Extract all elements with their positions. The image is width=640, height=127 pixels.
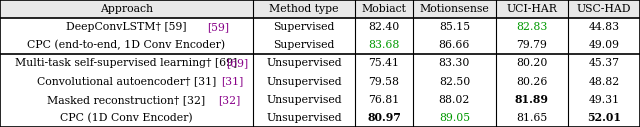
Text: 75.41: 75.41 [369,59,399,68]
Bar [0,0,640,18]
Text: 79.58: 79.58 [369,77,399,87]
Text: Unsupervised: Unsupervised [266,113,342,123]
Text: Supervised: Supervised [273,22,335,32]
Text: 82.40: 82.40 [369,22,399,32]
Text: 80.97: 80.97 [367,112,401,123]
Text: 52.01: 52.01 [587,112,621,123]
Text: Unsupervised: Unsupervised [266,95,342,105]
Text: 89.05: 89.05 [439,113,470,123]
Text: 76.81: 76.81 [369,95,399,105]
Text: 81.89: 81.89 [515,94,548,105]
Text: 48.82: 48.82 [588,77,620,87]
Text: CPC (1D Conv Encoder): CPC (1D Conv Encoder) [60,113,193,123]
Text: [59]: [59] [207,22,228,32]
Text: 85.15: 85.15 [439,22,470,32]
Text: Approach: Approach [100,4,153,14]
Text: [31]: [31] [221,77,244,87]
Text: 49.09: 49.09 [588,40,620,50]
Text: 44.83: 44.83 [588,22,620,32]
Text: 49.31: 49.31 [588,95,620,105]
Text: Method type: Method type [269,4,339,14]
Text: Motionsense: Motionsense [420,4,489,14]
Text: Masked reconstruction† [32]: Masked reconstruction† [32] [47,95,205,105]
Text: Mobiact: Mobiact [362,4,406,14]
Text: 88.02: 88.02 [438,95,470,105]
Text: 81.65: 81.65 [516,113,547,123]
Text: 82.50: 82.50 [439,77,470,87]
Text: 83.68: 83.68 [368,40,400,50]
Text: Supervised: Supervised [273,40,335,50]
Text: Unsupervised: Unsupervised [266,59,342,68]
Text: CPC (end-to-end, 1D Conv Encoder): CPC (end-to-end, 1D Conv Encoder) [28,40,225,51]
Text: DeepConvLSTM† [59]: DeepConvLSTM† [59] [66,22,187,32]
Text: 83.30: 83.30 [438,59,470,68]
Text: USC-HAD: USC-HAD [577,4,631,14]
Text: [32]: [32] [218,95,241,105]
Text: Multi-task self-supervised learning† [69]: Multi-task self-supervised learning† [69… [15,59,237,68]
Text: 79.79: 79.79 [516,40,547,50]
Text: Convolutional autoencoder† [31]: Convolutional autoencoder† [31] [36,77,216,87]
Text: [69]: [69] [227,59,248,68]
Text: 45.37: 45.37 [588,59,620,68]
Text: 82.83: 82.83 [516,22,548,32]
Text: 86.66: 86.66 [438,40,470,50]
Text: Unsupervised: Unsupervised [266,77,342,87]
Text: UCI-HAR: UCI-HAR [506,4,557,14]
Text: 80.26: 80.26 [516,77,548,87]
Text: 80.20: 80.20 [516,59,548,68]
